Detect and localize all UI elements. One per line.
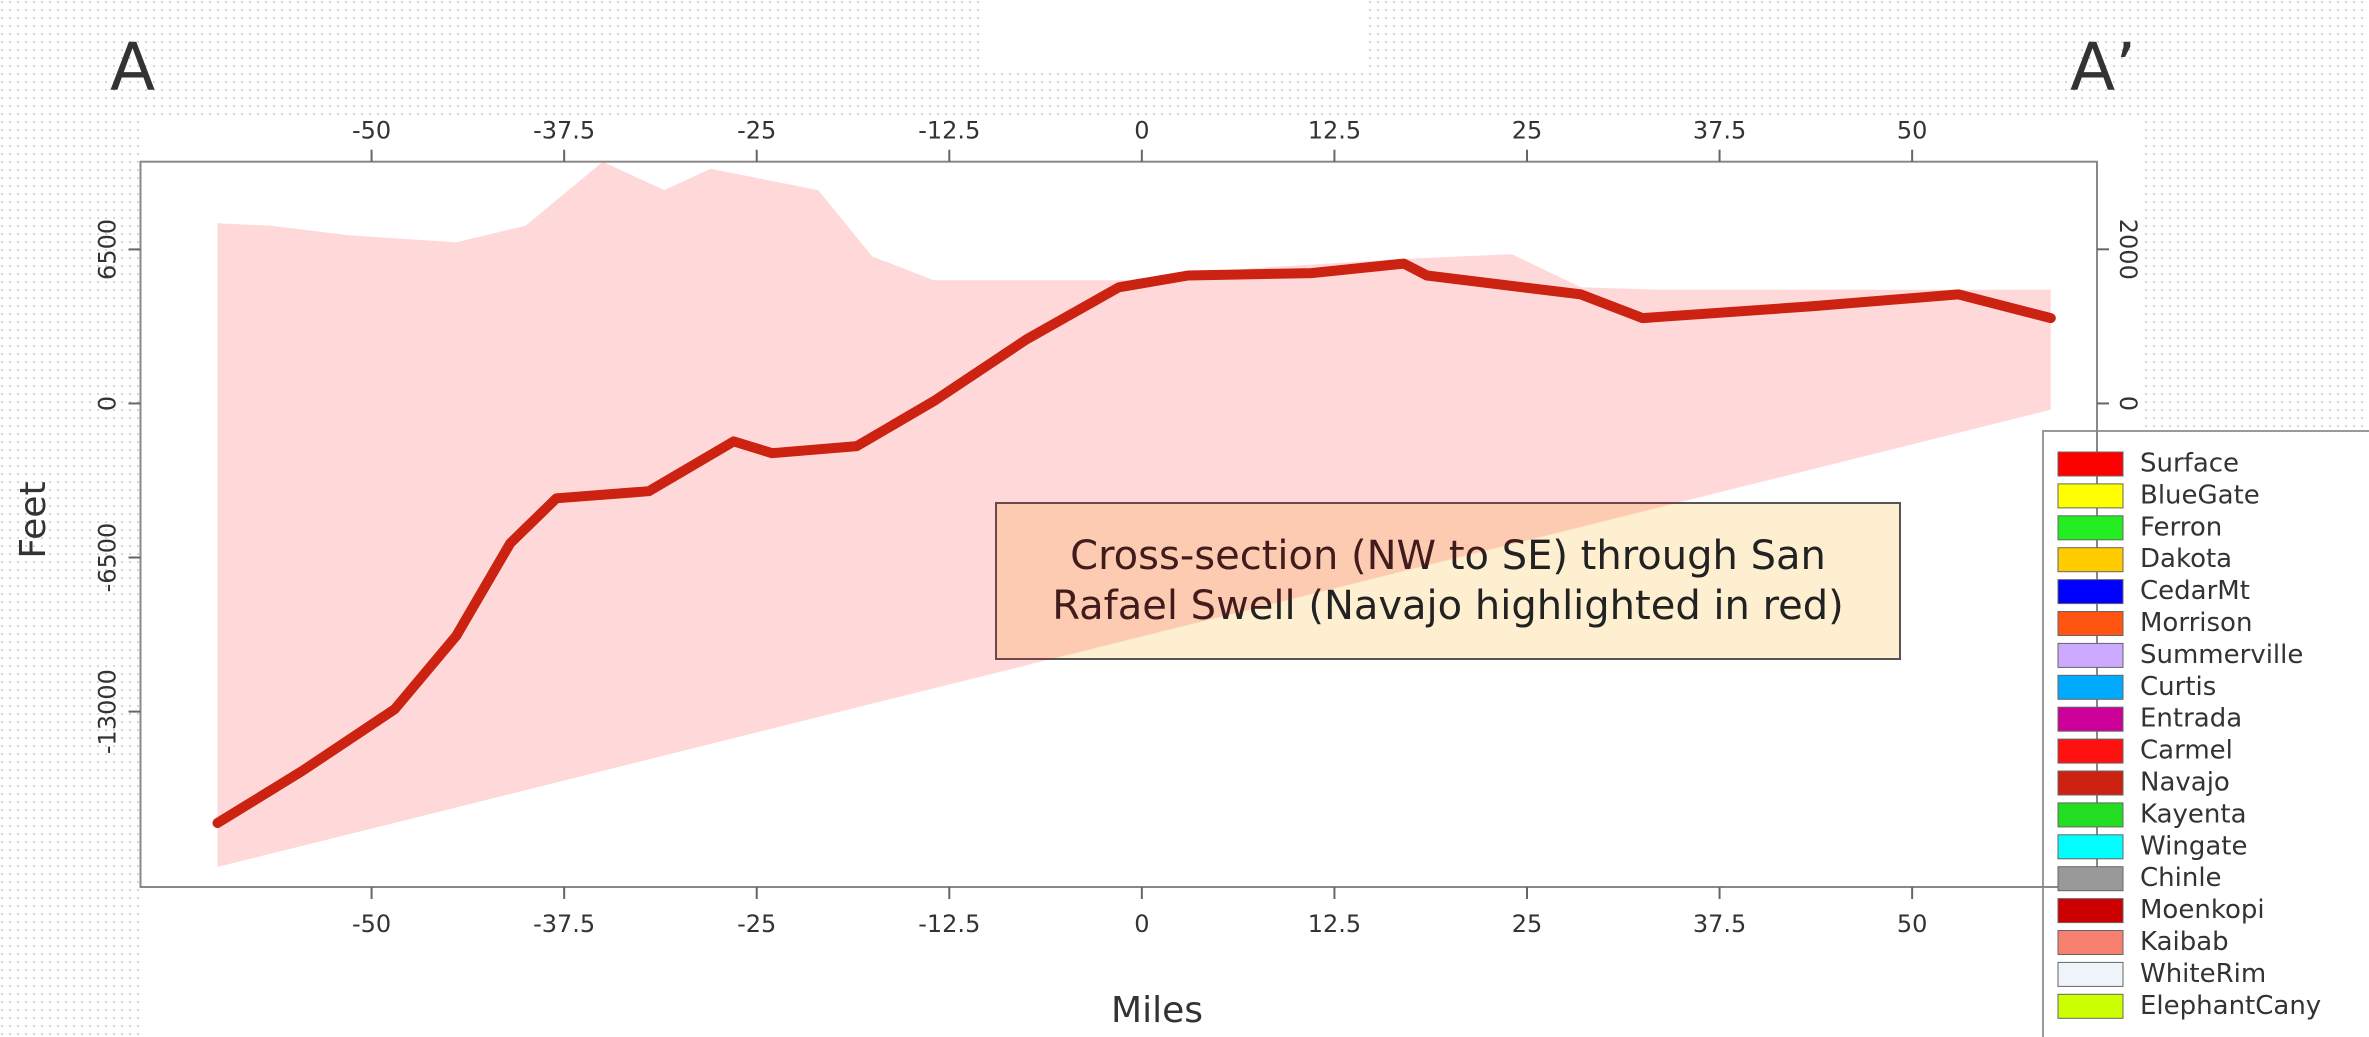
legend-label: Chinle	[2140, 863, 2222, 893]
legend-swatch	[2057, 483, 2124, 509]
x-tick-label-top: 50	[1897, 117, 1928, 145]
legend-swatch	[2057, 515, 2124, 541]
legend-label: Ferron	[2140, 512, 2222, 542]
x-tick-label: -25	[737, 910, 776, 938]
legend-label: Navajo	[2140, 768, 2230, 798]
x-tick-label-top: -50	[352, 117, 391, 145]
legend-swatch	[2057, 579, 2124, 605]
y2-tick-label: 0	[2114, 396, 2142, 411]
x-tick-label: 50	[1897, 910, 1928, 938]
legend-label: BlueGate	[2140, 480, 2260, 510]
legend-label: Moenkopi	[2140, 895, 2265, 925]
legend-label: Carmel	[2140, 736, 2233, 766]
legend-label: Dakota	[2140, 544, 2232, 574]
legend-label: CedarMt	[2140, 576, 2250, 606]
legend-label: Curtis	[2140, 672, 2216, 702]
legend-label: Surface	[2140, 449, 2239, 479]
legend-swatch	[2057, 993, 2124, 1019]
x-tick-label: -12.5	[918, 910, 980, 938]
x-tick-label-top: 37.5	[1693, 117, 1746, 145]
y-tick-label: 0	[94, 396, 122, 411]
legend-swatch	[2057, 961, 2124, 987]
section-start-label: A	[110, 29, 155, 106]
legend-swatch	[2057, 898, 2124, 924]
y-tick-label: 6500	[94, 219, 122, 280]
legend-label: WhiteRim	[2140, 959, 2266, 989]
header-blank	[979, 0, 1367, 68]
legend-label: Kayenta	[2140, 799, 2247, 829]
legend-label: Morrison	[2140, 608, 2252, 638]
x-tick-label-top: 12.5	[1308, 117, 1361, 145]
legend-swatch	[2057, 866, 2124, 892]
x-tick-label-top: 0	[1134, 117, 1149, 145]
legend-label: Wingate	[2140, 831, 2247, 861]
legend-swatch	[2057, 834, 2124, 860]
x-tick-label-top: 25	[1512, 117, 1543, 145]
x-tick-label: -50	[352, 910, 391, 938]
annotation-box	[995, 502, 1901, 660]
x-tick-label: 25	[1512, 910, 1543, 938]
annotation: Cross-section (NW to SE) through San Raf…	[1052, 533, 1844, 629]
x-tick-label-top: -37.5	[533, 117, 595, 145]
x-tick-label: 37.5	[1693, 910, 1746, 938]
y-tick-label: -13000	[94, 669, 122, 754]
legend-swatch	[2057, 706, 2124, 732]
legend-swatch	[2057, 802, 2124, 828]
legend-label: Kaibab	[2140, 927, 2229, 957]
legend-swatch	[2057, 642, 2124, 668]
layer-line	[212, 258, 2056, 828]
y-tick-label: -6500	[94, 523, 122, 593]
legend-label: Summerville	[2140, 640, 2303, 670]
x-tick-label: 0	[1134, 910, 1149, 938]
legend-swatch	[2057, 930, 2124, 955]
annotation-text: Cross-section (NW to SE) through San Raf…	[1052, 533, 1844, 629]
legend-swatch	[2057, 770, 2124, 796]
y2-tick-label: 2000	[2114, 219, 2142, 280]
legend-swatch	[2057, 547, 2124, 573]
x-axis-label: Miles	[1111, 990, 1203, 1031]
legend-label: Entrada	[2140, 704, 2242, 734]
x-tick-label: 12.5	[1308, 910, 1361, 938]
strata-area	[217, 161, 2051, 867]
x-tick-label-top: -25	[737, 117, 776, 145]
legend-swatch	[2057, 611, 2124, 636]
x-tick-label-top: -12.5	[918, 117, 980, 145]
legend-swatch	[2057, 738, 2124, 764]
y-axis-label: Feet	[13, 481, 54, 558]
legend-swatch	[2057, 451, 2124, 477]
x-tick-label: -37.5	[533, 910, 595, 938]
section-end-label: A’	[2070, 29, 2136, 106]
legend-swatch	[2057, 674, 2124, 700]
legend-label: ElephantCany	[2140, 991, 2321, 1021]
